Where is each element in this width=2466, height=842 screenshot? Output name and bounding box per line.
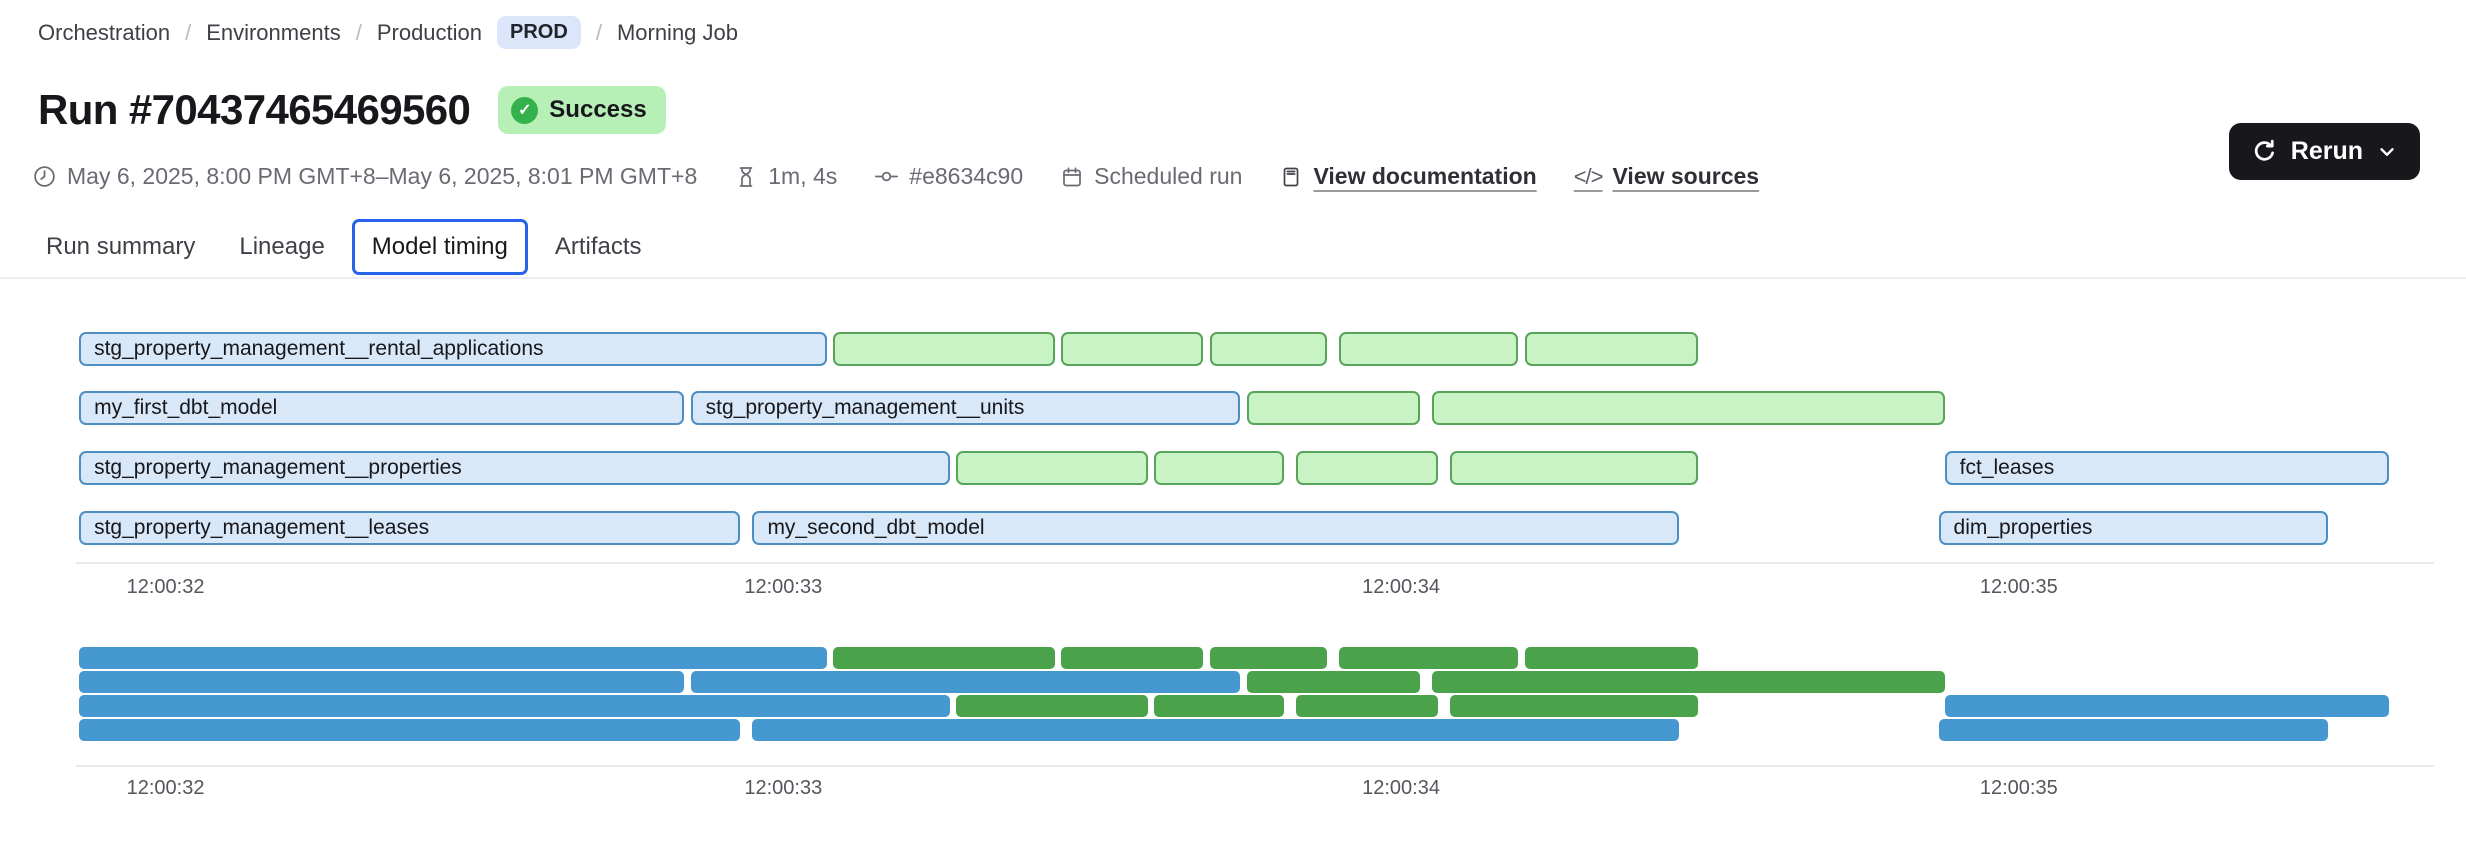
axis-tick-label: 12:00:33 [744, 576, 823, 598]
env-badge-prod: PROD [497, 16, 581, 49]
model-bar-label: stg_property_management__rental_applicat… [94, 337, 544, 360]
timing-bar [1339, 647, 1519, 669]
calendar-icon [1063, 166, 1081, 186]
model-bar-label: stg_property_management__units [705, 396, 1025, 419]
run-time-range: May 6, 2025, 8:00 PM GMT+8–May 6, 2025, … [32, 163, 697, 190]
timing-bar [1246, 671, 1420, 693]
timing-bar[interactable] [956, 451, 1148, 485]
breadcrumb-environments[interactable]: Environments [206, 19, 341, 45]
model-bar-fct_leases [1944, 695, 2390, 717]
timing-bar [1450, 695, 1698, 717]
axis-tick-label: 12:00:35 [1979, 576, 2058, 598]
model-bar-stg_property_management__leases[interactable]: stg_property_management__leases [79, 511, 741, 545]
model-bar-my_first_dbt_model[interactable]: my_first_dbt_model [79, 391, 685, 425]
model-timing-minimap[interactable]: 12:00:32 12:00:33 12:00:34 12:00:35 [76, 645, 2434, 815]
model-bar-my_second_dbt_model [752, 719, 1680, 741]
model-bar-label: dim_properties [1953, 516, 2093, 539]
timing-bar[interactable] [1153, 451, 1284, 485]
timing-bar [1296, 695, 1439, 717]
status-badge-label: Success [549, 96, 647, 123]
breadcrumb-morning-job[interactable]: Morning Job [616, 19, 739, 45]
run-trigger: Scheduled run [1060, 163, 1242, 190]
model-bar-my_first_dbt_model [79, 671, 685, 693]
timing-bar [1524, 647, 1698, 669]
status-badge: ✓ Success [498, 86, 666, 134]
tabs-divider [0, 277, 2466, 279]
refresh-icon [2254, 139, 2274, 161]
axis-tick-label: 12:00:34 [1362, 576, 1440, 598]
breadcrumb-separator: / [595, 19, 602, 45]
view-documentation-link[interactable]: View documentation [1279, 163, 1537, 190]
run-commit: #e8634c90 [874, 163, 1023, 190]
axis-tick-label: 12:00:32 [126, 777, 205, 799]
breadcrumb: Orchestration / Environments / Productio… [38, 16, 738, 49]
view-sources-link[interactable]: </> View sources [1573, 163, 1760, 189]
timing-bar[interactable] [1431, 391, 1945, 425]
title-row: Run #70437465469560 ✓ Success [38, 86, 666, 134]
axis-tick-label: 12:00:33 [744, 777, 823, 799]
timing-bar [1153, 695, 1284, 717]
model-bar-label: my_second_dbt_model [767, 516, 985, 539]
tab-bar: Run summary Lineage Model timing Artifac… [46, 219, 642, 275]
axis-tick-label: 12:00:35 [1979, 777, 2058, 799]
page-title: Run #70437465469560 [38, 86, 471, 133]
model-bar-stg_property_management__rental_applications [79, 647, 827, 669]
timing-bar [1431, 671, 1945, 693]
timing-bar[interactable] [1209, 332, 1327, 366]
model-bar-my_second_dbt_model[interactable]: my_second_dbt_model [752, 511, 1680, 545]
rerun-button[interactable]: Rerun [2228, 123, 2420, 180]
tab-model-timing[interactable]: Model timing [351, 219, 528, 275]
breadcrumb-production[interactable]: Production [376, 19, 483, 45]
timing-bar[interactable] [1246, 391, 1420, 425]
run-duration: 1m, 4s [734, 163, 837, 190]
model-bar-label: my_first_dbt_model [94, 396, 278, 419]
timing-bar[interactable] [1524, 332, 1698, 366]
timing-bar [1061, 647, 1204, 669]
hourglass-icon [739, 166, 753, 187]
model-bar-stg_property_management__properties[interactable]: stg_property_management__properties [79, 451, 951, 485]
model-bar-label: stg_property_management__leases [94, 516, 430, 539]
model-bar-dim_properties [1938, 719, 2328, 741]
model-bar-fct_leases[interactable]: fct_leases [1944, 451, 2390, 485]
commit-icon [875, 171, 899, 182]
success-check-icon: ✓ [511, 96, 539, 124]
breadcrumb-separator: / [355, 19, 362, 45]
tab-artifacts[interactable]: Artifacts [554, 233, 642, 260]
model-bar-stg_property_management__rental_applications[interactable]: stg_property_management__rental_applicat… [79, 332, 827, 366]
model-bar-stg_property_management__leases [79, 719, 741, 741]
document-icon [1284, 167, 1299, 186]
breadcrumb-separator: / [185, 19, 192, 45]
axis-tick-label: 12:00:32 [126, 576, 205, 598]
timing-bar [1209, 647, 1327, 669]
breadcrumb-orchestration[interactable]: Orchestration [38, 19, 171, 45]
timing-bar [956, 695, 1148, 717]
model-bar-label: stg_property_management__properties [94, 456, 462, 479]
time-axis-line [76, 765, 2434, 767]
timing-bar[interactable] [1296, 451, 1439, 485]
chevron-down-icon [2380, 147, 2394, 156]
model-bar-stg_property_management__units [690, 671, 1241, 693]
model-bar-stg_property_management__units[interactable]: stg_property_management__units [690, 391, 1241, 425]
model-bar-dim_properties[interactable]: dim_properties [1938, 511, 2328, 545]
clock-icon [34, 166, 55, 187]
timing-bar[interactable] [832, 332, 1056, 366]
rerun-button-label: Rerun [2290, 137, 2363, 165]
timing-bar[interactable] [1339, 332, 1519, 366]
model-timing-chart: stg_property_management__rental_applicat… [76, 322, 2434, 622]
axis-tick-label: 12:00:34 [1362, 777, 1440, 799]
model-bar-label: fct_leases [1959, 456, 2055, 479]
run-metadata: May 6, 2025, 8:00 PM GMT+8–May 6, 2025, … [32, 163, 1759, 190]
timing-bar[interactable] [1450, 451, 1698, 485]
tab-run-summary[interactable]: Run summary [46, 233, 196, 260]
tab-lineage[interactable]: Lineage [239, 233, 325, 260]
timing-bar [832, 647, 1056, 669]
code-icon: </> [1573, 163, 1604, 189]
model-bar-stg_property_management__properties [79, 695, 951, 717]
timing-bar[interactable] [1061, 332, 1204, 366]
time-axis-line [76, 562, 2434, 564]
